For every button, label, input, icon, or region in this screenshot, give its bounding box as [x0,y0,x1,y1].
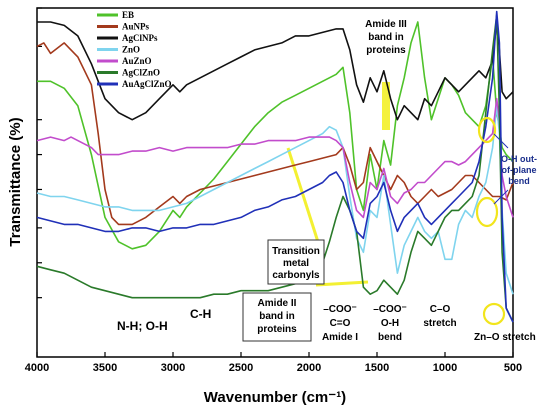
transition-box [267,239,325,285]
annotation-cooh: –COO⁻ O-H bend [373,304,407,343]
x-tick-label: 2500 [229,362,253,374]
annotation-line: stretch [423,318,456,329]
legend-label: AgClNPs [122,33,158,43]
annotation-line: –COO⁻ [323,304,357,315]
legend-label: AuNPs [122,22,150,32]
legend-label: AgClZnO [122,68,160,78]
series-line-auagclzno [36,10,514,323]
oh-circle-top [477,116,497,144]
oh-arrow-top [493,133,509,149]
x-axis-ticks: 4000 3500 3000 2500 2000 1500 1000 500 [25,352,522,374]
x-tick-label: 1000 [433,362,457,374]
amide3-highlight [382,82,390,130]
annotation-line: of-plane [502,165,537,175]
annotation-line: Amide III [365,19,407,30]
annotation-line: C=O [330,318,351,329]
annotation-line: O-H [381,318,399,329]
series-line-zno [36,104,514,295]
legend-label: AuZnO [122,56,152,66]
series-line-aunps [36,42,514,226]
annotation-line: proteins [257,324,297,335]
annotation-line: bend [378,332,402,343]
legend-label: AuAgClZnO [122,79,172,89]
x-tick-label: 3500 [93,362,117,374]
annotation-line: O-H out- [501,154,537,164]
transition-highlight [286,147,320,243]
annotation-zno-stretch: Zn–O stretch [474,332,536,343]
annotation-line: –COO⁻ [373,304,407,315]
annotation-line: band in [259,311,295,322]
oh-arrow-bottom [493,189,509,205]
annotation-line: Transition [272,246,320,257]
annotation-ch: C-H [190,307,211,321]
annotation-line: proteins [366,45,406,56]
annotation-line: band in [368,32,404,43]
y-axis-title: Transmittance (%) [7,117,24,246]
x-tick-label: 3000 [161,362,185,374]
x-tick-label: 4000 [25,362,49,374]
legend-label: EB [122,10,134,20]
amide2-box [242,292,312,342]
x-axis-title: Wavenumber (cm⁻¹) [204,389,346,406]
annotation-line: Amide I [322,332,358,343]
annotation-line: bend [508,176,530,186]
series-line-eb [37,21,514,250]
annotation-line: metal [283,258,309,269]
x-tick-label: 2000 [297,362,321,374]
annotation-coo: –COO⁻ C=O Amide I [322,304,358,343]
zno-circle [482,302,506,326]
series-line-auzno [36,97,514,219]
annotation-line: C–O [430,304,451,315]
annotation-nh-oh: N-H; O-H [117,319,168,333]
x-tick-label: 1500 [365,362,389,374]
amide2-highlight [315,280,369,287]
annotation-amide3: Amide III band in proteins [365,19,407,56]
annotation-amide2: Amide II band in proteins [257,298,297,335]
oh-circle-bottom [475,196,499,228]
annotation-line: Amide II [258,298,297,309]
legend-label: ZnO [122,45,140,55]
x-tick-label: 500 [504,362,522,374]
series-line-agclnps [37,21,514,121]
annotation-line: carbonyls [272,270,320,281]
series-group [36,10,514,323]
annotation-co-stretch: C–O stretch [423,304,456,329]
